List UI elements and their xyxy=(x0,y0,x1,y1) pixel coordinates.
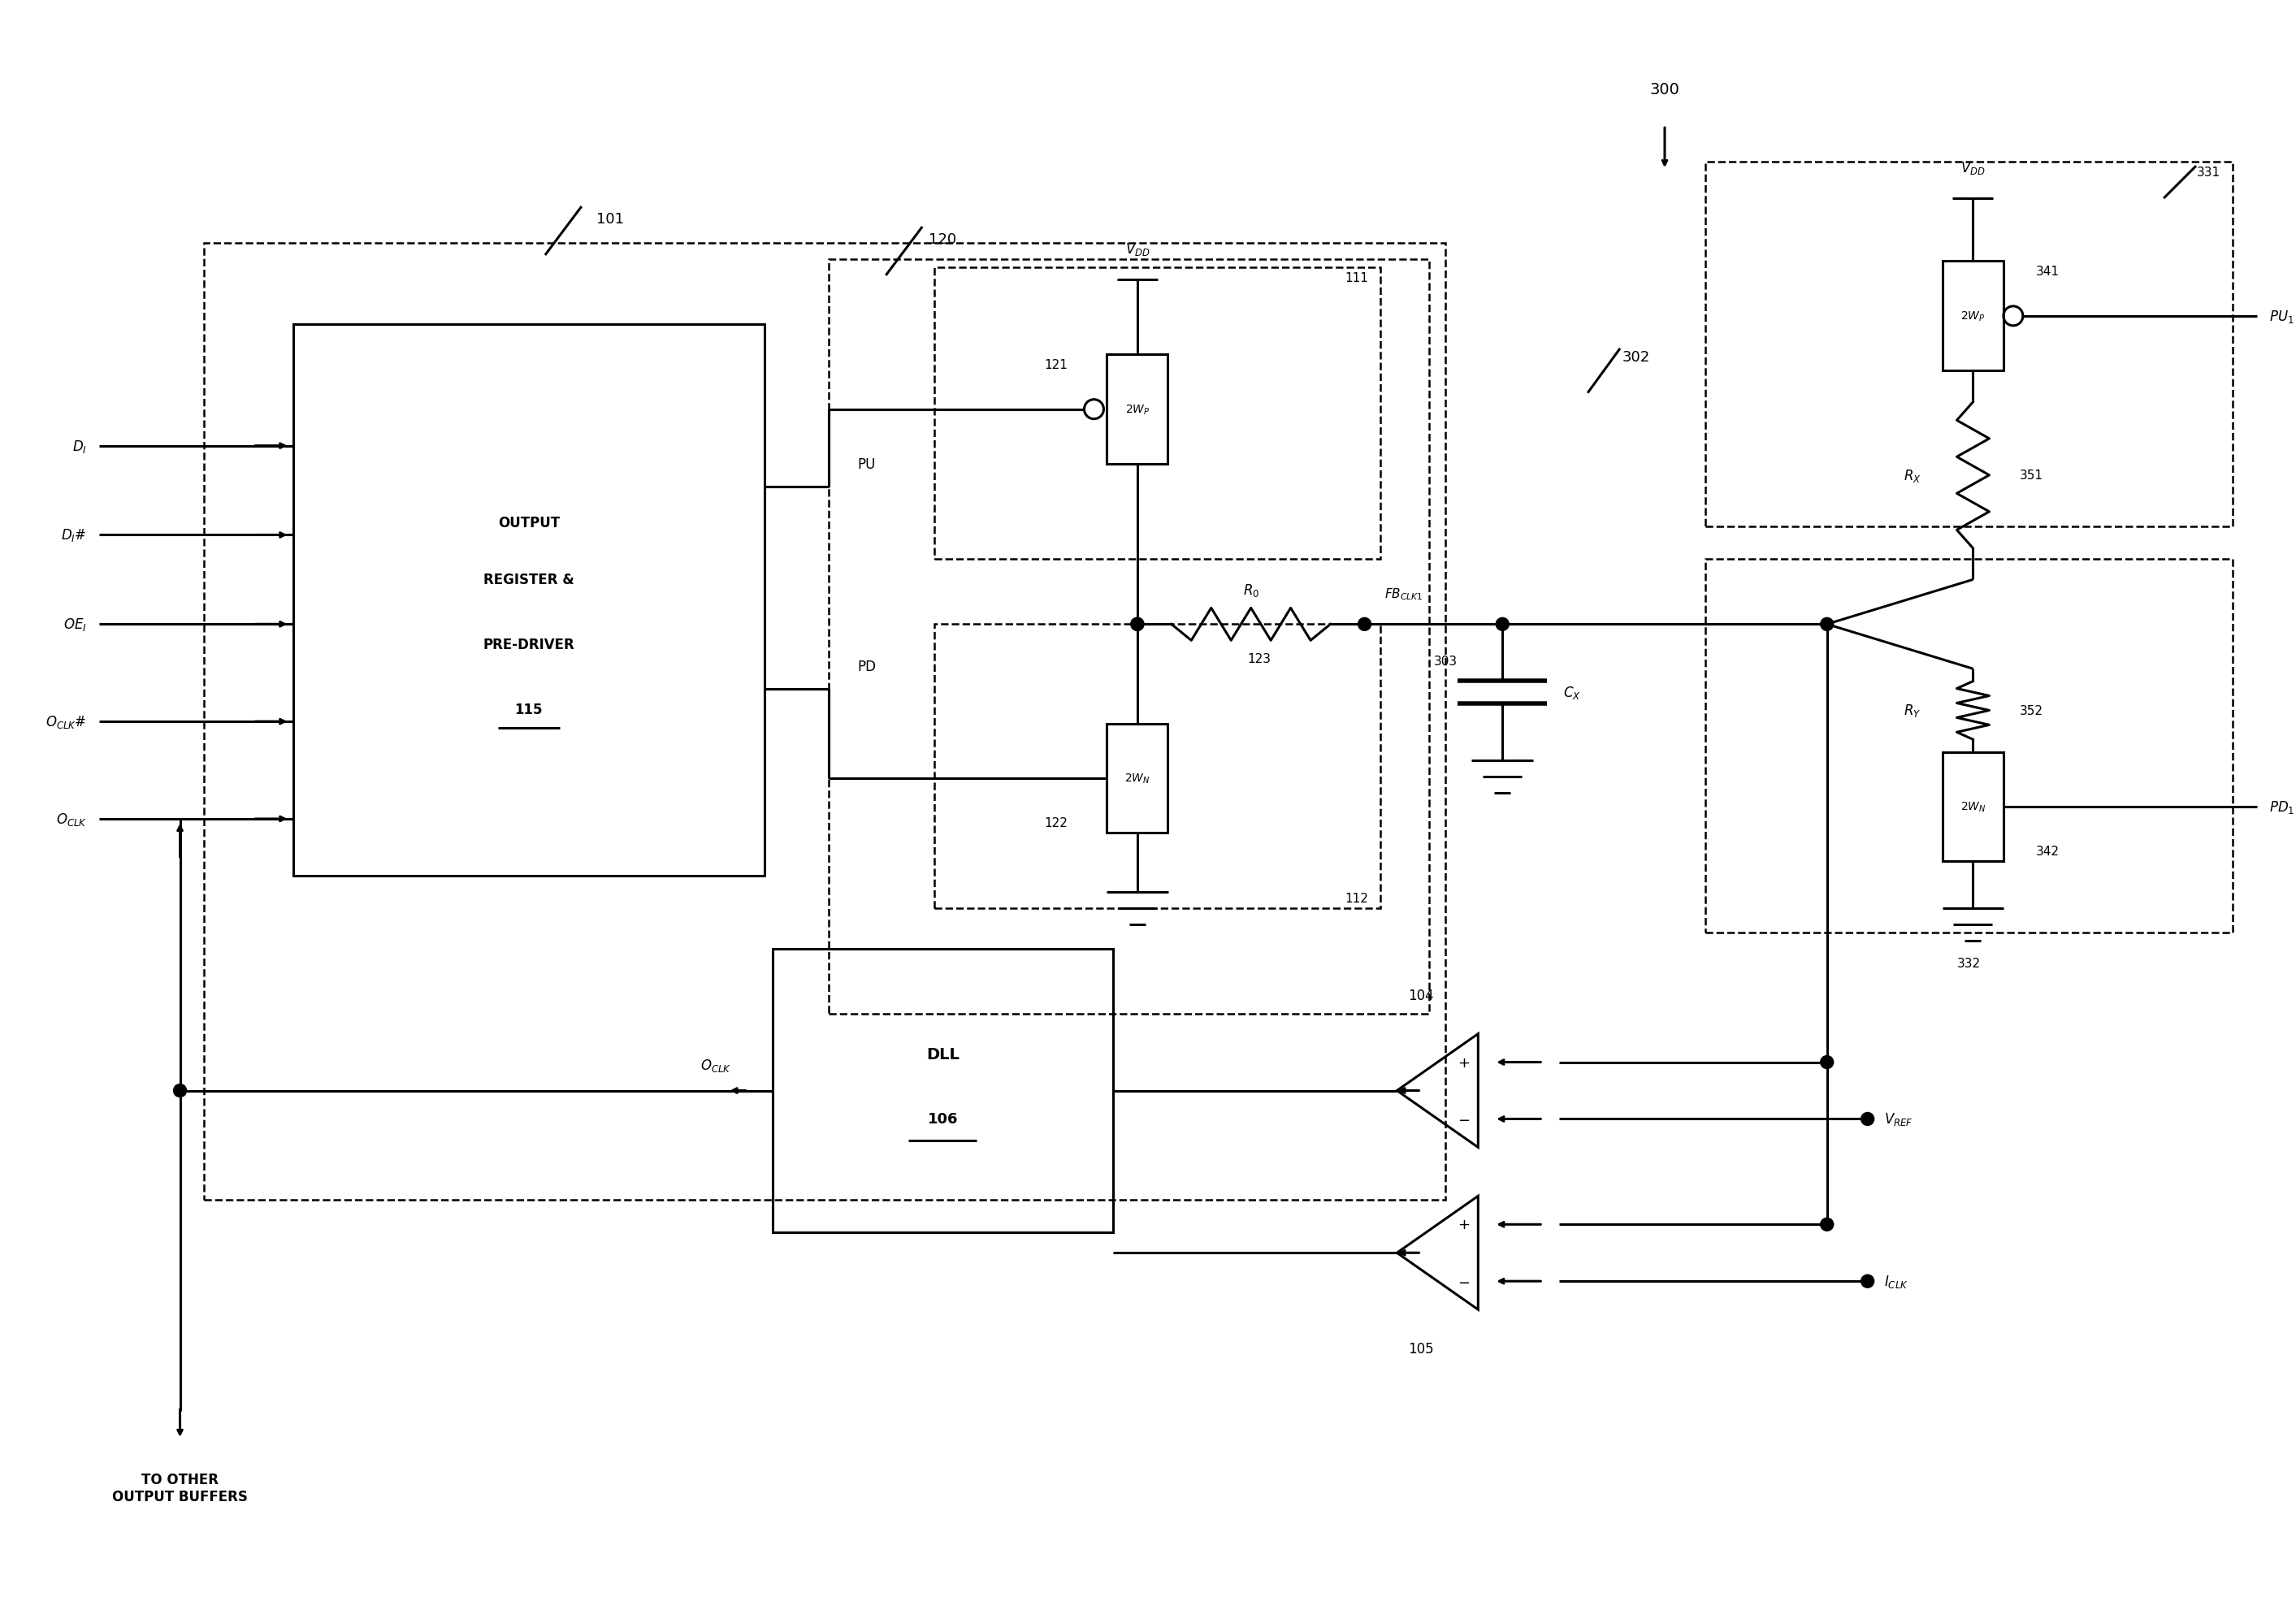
Text: $-$: $-$ xyxy=(1458,1112,1469,1126)
Circle shape xyxy=(1862,1274,1874,1287)
Text: 300: 300 xyxy=(1651,81,1681,97)
Text: $D_I$#: $D_I$# xyxy=(62,527,87,544)
Text: $C_X$: $C_X$ xyxy=(1564,685,1582,701)
Text: 331: 331 xyxy=(2197,167,2220,179)
Text: 106: 106 xyxy=(928,1112,957,1126)
Text: $2W_P$: $2W_P$ xyxy=(1125,403,1150,417)
Text: +: + xyxy=(1458,1217,1469,1232)
Text: $V_{DD}$: $V_{DD}$ xyxy=(1961,161,1986,177)
Text: $2W_P$: $2W_P$ xyxy=(1961,310,1986,323)
Text: 342: 342 xyxy=(2037,846,2060,857)
Text: DLL: DLL xyxy=(925,1047,960,1061)
Text: 122: 122 xyxy=(1045,816,1068,829)
Text: 341: 341 xyxy=(2037,266,2060,278)
Circle shape xyxy=(1821,618,1835,631)
Circle shape xyxy=(1862,1113,1874,1126)
Text: $O_{CLK}$#: $O_{CLK}$# xyxy=(46,714,87,730)
Text: $R_Y$: $R_Y$ xyxy=(1903,703,1922,719)
Circle shape xyxy=(1357,618,1371,631)
Text: 351: 351 xyxy=(2020,469,2043,482)
Text: $FB_{CLK1}$: $FB_{CLK1}$ xyxy=(1384,586,1424,602)
Text: 120: 120 xyxy=(930,232,957,247)
Text: 111: 111 xyxy=(1345,273,1368,284)
Text: PU: PU xyxy=(856,456,875,471)
Text: $O_{CLK}$: $O_{CLK}$ xyxy=(700,1057,732,1073)
Circle shape xyxy=(1821,1219,1835,1232)
Text: 123: 123 xyxy=(1247,652,1270,665)
Circle shape xyxy=(174,1084,186,1097)
Text: PD: PD xyxy=(856,659,877,674)
Text: $2W_N$: $2W_N$ xyxy=(1961,800,1986,813)
Text: TO OTHER
OUTPUT BUFFERS: TO OTHER OUTPUT BUFFERS xyxy=(113,1472,248,1505)
Text: +: + xyxy=(1458,1055,1469,1070)
Text: PRE-DRIVER: PRE-DRIVER xyxy=(482,638,574,652)
Text: $V_{DD}$: $V_{DD}$ xyxy=(1125,242,1150,258)
Text: 112: 112 xyxy=(1345,893,1368,904)
Circle shape xyxy=(1821,1057,1835,1070)
Circle shape xyxy=(1132,618,1143,631)
Text: $R_X$: $R_X$ xyxy=(1903,467,1922,484)
Text: $I_{CLK}$: $I_{CLK}$ xyxy=(1883,1272,1908,1289)
Text: $D_I$: $D_I$ xyxy=(71,438,87,454)
Text: 104: 104 xyxy=(1407,988,1435,1003)
Text: $2W_N$: $2W_N$ xyxy=(1125,773,1150,786)
Circle shape xyxy=(1497,618,1508,631)
Text: $O_{CLK}$: $O_{CLK}$ xyxy=(55,812,87,828)
Text: 332: 332 xyxy=(1956,958,1981,969)
Text: 101: 101 xyxy=(597,213,625,227)
Text: $R_0$: $R_0$ xyxy=(1242,583,1258,599)
Text: 121: 121 xyxy=(1045,359,1068,372)
Circle shape xyxy=(1132,618,1143,631)
Text: REGISTER &: REGISTER & xyxy=(484,573,574,588)
Text: $OE_I$: $OE_I$ xyxy=(64,617,87,633)
Text: 352: 352 xyxy=(2020,704,2043,717)
Text: 115: 115 xyxy=(514,703,542,717)
Text: $PD_1$: $PD_1$ xyxy=(2268,799,2294,815)
Text: 302: 302 xyxy=(1623,349,1651,365)
Text: $PU_1$: $PU_1$ xyxy=(2268,308,2294,325)
Text: 105: 105 xyxy=(1407,1341,1435,1355)
Text: $-$: $-$ xyxy=(1458,1274,1469,1289)
Text: $V_{REF}$: $V_{REF}$ xyxy=(1883,1112,1913,1128)
Text: 303: 303 xyxy=(1433,656,1458,667)
Text: OUTPUT: OUTPUT xyxy=(498,516,560,531)
